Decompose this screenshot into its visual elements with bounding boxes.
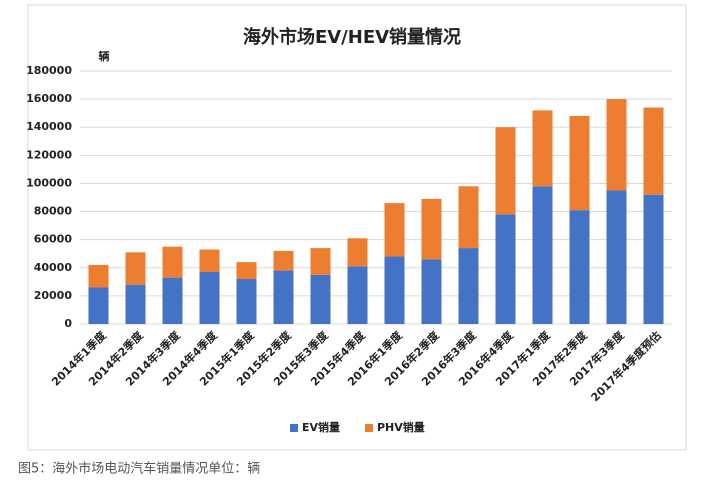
bar-segment — [384, 256, 405, 324]
bar-segment — [88, 264, 109, 288]
bar-segment — [162, 277, 183, 324]
y-tick-label: 0 — [64, 317, 72, 330]
bar-segment — [495, 214, 516, 324]
bar-segment — [199, 249, 220, 272]
x-tick-label: 2017年4季度预估 — [588, 328, 664, 404]
chart-border — [27, 4, 687, 451]
y-tick-label: 180000 — [26, 64, 72, 77]
bar-segment — [421, 259, 442, 324]
bar-segment — [273, 270, 294, 324]
chart-title: 海外市场EV/HEV销量情况 — [243, 26, 461, 48]
legend-label: EV销量 — [302, 420, 340, 434]
bar-segment — [125, 252, 146, 285]
y-tick-label: 60000 — [34, 233, 73, 246]
legend-swatch — [365, 424, 373, 432]
bar-segment — [532, 186, 553, 324]
bar-segment — [347, 266, 368, 324]
bar-segment — [606, 190, 627, 324]
bar-segment — [88, 287, 109, 324]
y-tick-label: 80000 — [34, 205, 73, 218]
bar-segment — [236, 262, 257, 280]
caption: 图5：海外市场电动汽车销量情况单位：辆 — [18, 461, 260, 477]
bar-segment — [458, 248, 479, 324]
y-axis-label: 辆 — [99, 49, 110, 63]
y-tick-label: 20000 — [34, 289, 73, 302]
bar-segment — [421, 198, 442, 260]
legend-label: PHV销量 — [377, 420, 425, 434]
bar-segment — [643, 194, 664, 324]
bar-segment — [495, 127, 516, 215]
bar-segment — [162, 246, 183, 278]
bar-segment — [606, 99, 627, 191]
legend-swatch — [290, 424, 298, 432]
bar-segment — [125, 284, 146, 324]
bar-segment — [532, 110, 553, 187]
y-tick-label: 100000 — [26, 176, 72, 189]
y-tick-label: 160000 — [26, 92, 72, 105]
bar-segment — [273, 250, 294, 271]
bar-segment — [458, 186, 479, 249]
bar-segment — [347, 238, 368, 267]
bar-segment — [310, 248, 331, 275]
bar-segment — [236, 279, 257, 324]
bar-segment — [643, 107, 664, 195]
bar-segment — [384, 203, 405, 257]
bar-segment — [569, 210, 590, 324]
y-tick-label: 120000 — [26, 148, 72, 161]
y-tick-label: 140000 — [26, 120, 72, 133]
bar-segment — [199, 271, 220, 324]
bar-segment — [569, 115, 590, 211]
bar-segment — [310, 274, 331, 324]
y-tick-label: 40000 — [34, 261, 73, 274]
